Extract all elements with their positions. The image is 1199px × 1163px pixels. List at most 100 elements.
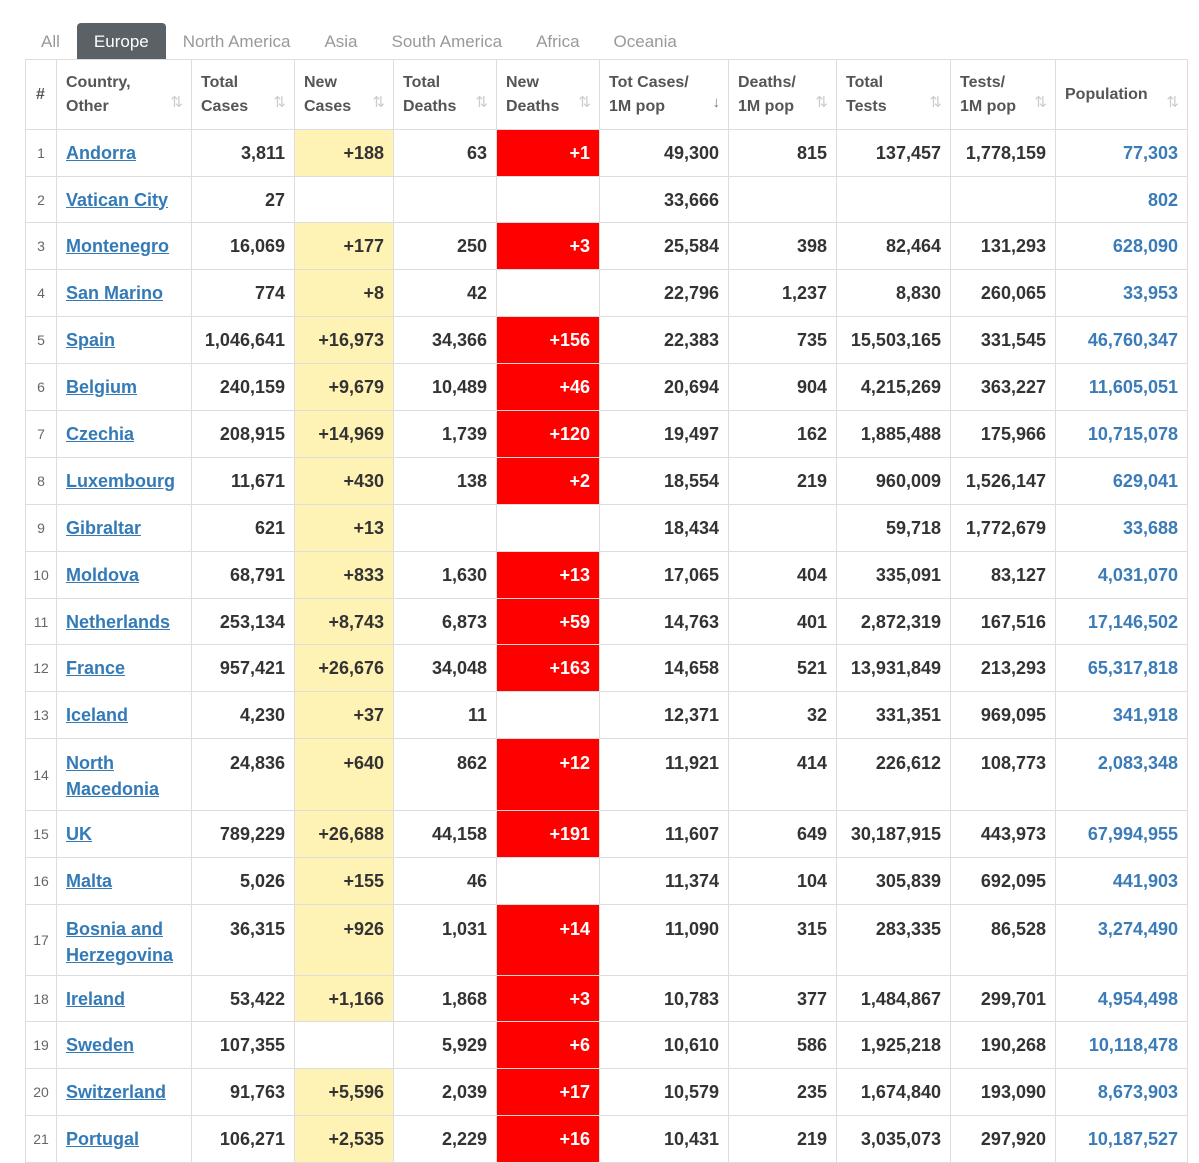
country-link[interactable]: Switzerland: [66, 1082, 167, 1102]
sort-desc-icon[interactable]: ↓: [712, 94, 721, 111]
sort-icon[interactable]: ⇅: [475, 94, 488, 111]
header-tests-per-1m-line2: 1M pop: [960, 97, 1016, 115]
cell-cases-1m: 33,666: [599, 176, 729, 223]
country-link[interactable]: San Marino: [66, 283, 164, 303]
cell-country: Czechia: [56, 410, 192, 458]
header-total-tests[interactable]: Total Tests ⇅: [836, 59, 951, 130]
cell-total-cases: 91,763: [191, 1068, 295, 1116]
cell-population: 2,083,348: [1055, 738, 1188, 811]
header-total-tests-line1: Total: [846, 73, 884, 91]
cell-total-deaths: 1,739: [393, 410, 497, 458]
country-link[interactable]: Gibraltar: [66, 518, 142, 538]
cell-deaths-1m: 735: [728, 316, 837, 364]
sort-icon[interactable]: ⇅: [1034, 94, 1047, 111]
country-link[interactable]: Netherlands: [66, 611, 171, 632]
header-rank: #: [25, 59, 57, 130]
header-tests-per-1m[interactable]: Tests/1M pop ⇅: [950, 59, 1056, 130]
cell-population: 65,317,818: [1055, 644, 1188, 692]
country-link[interactable]: Sweden: [66, 1035, 135, 1055]
header-deaths-per-1m-line2: 1M pop: [738, 97, 794, 115]
tab-africa[interactable]: Africa: [536, 32, 580, 51]
country-link[interactable]: Luxembourg: [66, 471, 176, 491]
sort-icon[interactable]: ⇅: [815, 94, 828, 111]
tab-oceania[interactable]: Oceania: [613, 32, 677, 51]
tab-all[interactable]: All: [41, 32, 60, 51]
cell-total-cases: 5,026: [191, 857, 295, 905]
cell-new-cases: +9,679: [294, 363, 394, 411]
header-total-deaths[interactable]: Total Deaths ⇅: [393, 59, 497, 130]
header-deaths-per-1m-line1: Deaths/: [738, 73, 796, 91]
cell-total-deaths: 862: [393, 738, 497, 811]
header-total-cases[interactable]: Total Cases ⇅: [191, 59, 295, 130]
cell-population: 4,954,498: [1055, 975, 1188, 1022]
cell-total-cases: 36,315: [191, 904, 295, 976]
cell-cases-1m: 22,383: [599, 316, 729, 364]
country-link[interactable]: Andorra: [66, 143, 137, 163]
country-link[interactable]: Moldova: [66, 565, 140, 585]
header-country[interactable]: Country, Other ⇅: [56, 59, 192, 130]
cell-new-deaths: +2: [496, 457, 600, 505]
sort-icon[interactable]: ⇅: [1166, 94, 1179, 111]
table-row: 17 Bosnia and Herzegovina 36,315 +926 1,031 +…: [25, 904, 1188, 976]
cell-deaths-1m: 235: [728, 1068, 837, 1116]
cell-new-deaths: +3: [496, 975, 600, 1022]
cell-population: 628,090: [1055, 222, 1188, 270]
header-cases-per-1m[interactable]: Tot Cases/1M pop ↓: [599, 59, 729, 130]
country-link[interactable]: Montenegro: [66, 236, 169, 256]
cell-total-deaths: 11: [393, 691, 497, 739]
cell-new-cases: +430: [294, 457, 394, 505]
cell-country: UK: [56, 810, 192, 858]
cell-deaths-1m: 815: [728, 129, 837, 177]
cell-cases-1m: 11,374: [599, 857, 729, 905]
country-link[interactable]: UK: [66, 824, 92, 844]
header-population[interactable]: Population ⇅: [1055, 59, 1188, 130]
cell-new-deaths: +3: [496, 222, 600, 270]
cell-country: France: [56, 644, 192, 692]
country-link[interactable]: Belgium: [66, 377, 138, 397]
table-row: 11 Netherlands 253,134 +8,743 6,873 +59 14,763…: [25, 598, 1188, 645]
cell-total-tests: 8,830: [836, 269, 951, 317]
cell-total-tests: 1,885,488: [836, 410, 951, 458]
sort-icon[interactable]: ⇅: [273, 94, 286, 111]
country-link[interactable]: Malta: [66, 871, 113, 891]
tab-asia[interactable]: Asia: [324, 32, 358, 51]
sort-icon[interactable]: ⇅: [578, 94, 591, 111]
sort-icon[interactable]: ⇅: [170, 94, 183, 111]
cell-total-deaths: 63: [393, 129, 497, 177]
country-link[interactable]: North Macedonia: [66, 753, 160, 799]
header-new-cases[interactable]: New Cases ⇅: [294, 59, 394, 130]
cell-total-tests: 137,457: [836, 129, 951, 177]
cell-new-deaths: +14: [496, 904, 600, 976]
header-deaths-per-1m[interactable]: Deaths/1M pop ⇅: [728, 59, 837, 130]
country-link[interactable]: Portugal: [66, 1129, 140, 1149]
cell-num: 17: [25, 904, 57, 976]
cell-deaths-1m: 377: [728, 975, 837, 1022]
cell-total-cases: 68,791: [191, 551, 295, 599]
tab-north-america[interactable]: North America: [182, 32, 291, 51]
country-link[interactable]: Iceland: [66, 705, 129, 725]
country-link[interactable]: Spain: [66, 330, 116, 350]
sort-icon[interactable]: ⇅: [372, 94, 385, 111]
cell-num: 16: [25, 857, 57, 905]
tab-europe[interactable]: Europe: [76, 23, 166, 60]
country-link[interactable]: Vatican City: [66, 189, 169, 210]
cell-num: 6: [25, 363, 57, 411]
cell-new-deaths: +120: [496, 410, 600, 458]
sort-icon[interactable]: ⇅: [929, 94, 942, 111]
header-new-deaths[interactable]: New Deaths ⇅: [496, 59, 600, 130]
country-link[interactable]: Ireland: [66, 988, 126, 1009]
cell-total-deaths: [393, 176, 497, 223]
cell-deaths-1m: 315: [728, 904, 837, 976]
table-row: 15 UK 789,229 +26,688 44,158 +191 11,607 649 30,…: [25, 810, 1188, 858]
cell-country: Luxembourg: [56, 457, 192, 505]
cell-country: Switzerland: [56, 1068, 192, 1116]
cell-new-deaths: +16: [496, 1115, 600, 1163]
country-link[interactable]: France: [66, 658, 126, 678]
table-row: 21 Portugal 106,271 +2,535 2,229 +16 10,431 219…: [25, 1115, 1188, 1163]
cell-new-deaths: +191: [496, 810, 600, 858]
cell-num: 19: [25, 1021, 57, 1069]
country-link[interactable]: Bosnia and Herzegovina: [66, 919, 174, 965]
country-link[interactable]: Czechia: [66, 424, 135, 444]
tab-south-america[interactable]: South America: [391, 32, 503, 51]
header-tests-per-1m-line1: Tests/: [960, 73, 1006, 91]
